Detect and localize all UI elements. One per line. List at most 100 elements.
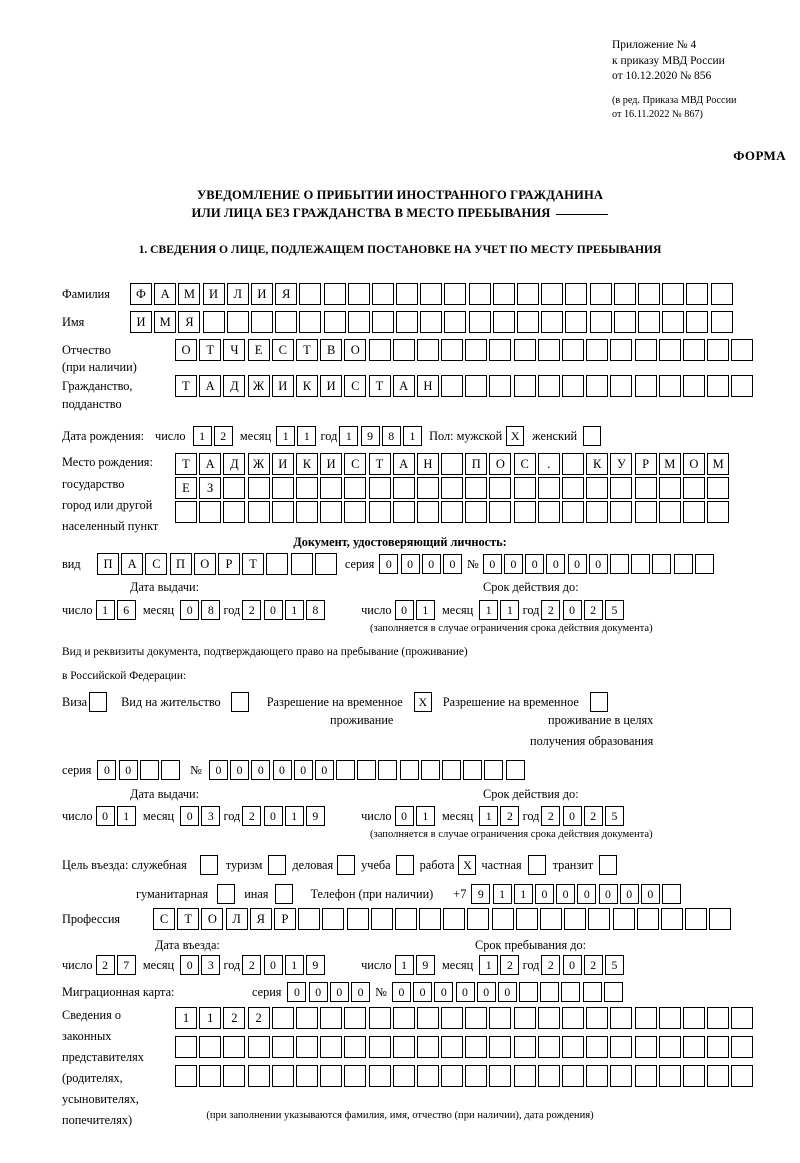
char-cell[interactable] <box>175 1036 197 1058</box>
purpose-work-checkbox[interactable]: X <box>458 855 477 875</box>
char-cell[interactable]: 0 <box>351 982 371 1002</box>
char-cell[interactable] <box>685 908 708 930</box>
char-cell[interactable] <box>247 1065 270 1087</box>
char-cell[interactable] <box>392 501 415 523</box>
char-cell[interactable] <box>344 1036 367 1058</box>
char-cell[interactable] <box>463 760 483 780</box>
char-cell[interactable] <box>562 453 584 475</box>
char-cell[interactable] <box>347 283 370 305</box>
char-cell[interactable]: 2 <box>223 1007 246 1029</box>
char-cell[interactable]: 0 <box>180 955 200 975</box>
char-cell[interactable] <box>416 477 439 499</box>
char-cell[interactable]: Л <box>225 908 248 930</box>
char-cell[interactable] <box>441 453 464 475</box>
char-cell[interactable] <box>396 283 419 305</box>
visa-checkbox[interactable] <box>89 692 108 712</box>
char-cell[interactable]: Ж <box>247 453 270 475</box>
char-cell[interactable] <box>357 760 377 780</box>
char-cell[interactable]: 0 <box>534 884 554 904</box>
char-cell[interactable] <box>562 501 584 523</box>
char-cell[interactable] <box>416 1007 439 1029</box>
char-cell[interactable] <box>561 982 581 1002</box>
char-cell[interactable] <box>346 908 369 930</box>
char-cell[interactable]: С <box>513 453 536 475</box>
char-cell[interactable]: 0 <box>329 982 349 1002</box>
char-cell[interactable]: 8 <box>305 600 325 620</box>
char-cell[interactable] <box>682 1065 705 1087</box>
char-cell[interactable] <box>468 311 491 333</box>
char-cell[interactable] <box>513 1007 536 1029</box>
char-cell[interactable]: А <box>199 375 222 397</box>
char-cell[interactable] <box>631 554 651 574</box>
char-cell[interactable] <box>710 311 733 333</box>
char-cell[interactable]: 0 <box>208 760 228 780</box>
char-cell[interactable]: 1 <box>492 884 512 904</box>
char-cell[interactable] <box>441 501 464 523</box>
char-cell[interactable]: 0 <box>95 806 115 826</box>
char-cell[interactable]: А <box>199 453 222 475</box>
char-cell[interactable]: 0 <box>308 982 328 1002</box>
char-cell[interactable]: О <box>344 339 367 361</box>
char-cell[interactable] <box>513 1065 536 1087</box>
edu-residence-checkbox[interactable] <box>589 692 608 712</box>
char-cell[interactable]: Ф <box>130 283 152 305</box>
char-cell[interactable] <box>465 1007 488 1029</box>
char-cell[interactable] <box>707 477 730 499</box>
char-cell[interactable] <box>586 375 609 397</box>
char-cell[interactable] <box>347 311 370 333</box>
char-cell[interactable] <box>682 339 705 361</box>
char-cell[interactable] <box>537 375 560 397</box>
char-cell[interactable]: 1 <box>284 955 304 975</box>
char-cell[interactable] <box>336 760 356 780</box>
char-cell[interactable]: Я <box>275 283 298 305</box>
char-cell[interactable] <box>694 554 714 574</box>
char-cell[interactable] <box>420 283 443 305</box>
char-cell[interactable] <box>686 311 709 333</box>
char-cell[interactable]: Я <box>249 908 272 930</box>
char-cell[interactable] <box>175 501 197 523</box>
char-cell[interactable] <box>465 501 488 523</box>
char-cell[interactable]: 0 <box>546 554 566 574</box>
char-cell[interactable] <box>612 908 635 930</box>
char-cell[interactable]: М <box>178 283 201 305</box>
char-cell[interactable] <box>517 283 539 305</box>
purpose-other-checkbox[interactable] <box>275 884 294 904</box>
char-cell[interactable] <box>589 311 612 333</box>
char-cell[interactable]: Д <box>223 375 246 397</box>
char-cell[interactable]: 0 <box>394 806 414 826</box>
char-cell[interactable] <box>682 375 705 397</box>
char-cell[interactable] <box>540 982 560 1002</box>
char-cell[interactable]: 0 <box>598 884 618 904</box>
char-cell[interactable]: 0 <box>400 554 420 574</box>
char-cell[interactable] <box>562 1036 584 1058</box>
char-cell[interactable]: Р <box>273 908 296 930</box>
char-cell[interactable]: 0 <box>293 760 313 780</box>
char-cell[interactable]: 2 <box>500 955 520 975</box>
char-cell[interactable] <box>658 339 681 361</box>
char-cell[interactable]: 2 <box>95 955 115 975</box>
char-cell[interactable]: 1 <box>276 426 296 446</box>
char-cell[interactable] <box>517 311 539 333</box>
char-cell[interactable]: 1 <box>339 426 359 446</box>
char-cell[interactable] <box>610 477 633 499</box>
char-cell[interactable] <box>394 908 417 930</box>
char-cell[interactable]: 0 <box>263 600 283 620</box>
sex-male-checkbox[interactable]: X <box>506 426 525 446</box>
char-cell[interactable]: С <box>145 553 168 575</box>
char-cell[interactable] <box>368 339 391 361</box>
char-cell[interactable]: О <box>489 453 512 475</box>
char-cell[interactable] <box>682 501 705 523</box>
purpose-transit-checkbox[interactable] <box>599 855 618 875</box>
char-cell[interactable] <box>658 375 681 397</box>
char-cell[interactable] <box>392 1065 415 1087</box>
char-cell[interactable] <box>323 311 346 333</box>
char-cell[interactable] <box>707 339 730 361</box>
char-cell[interactable] <box>637 311 660 333</box>
